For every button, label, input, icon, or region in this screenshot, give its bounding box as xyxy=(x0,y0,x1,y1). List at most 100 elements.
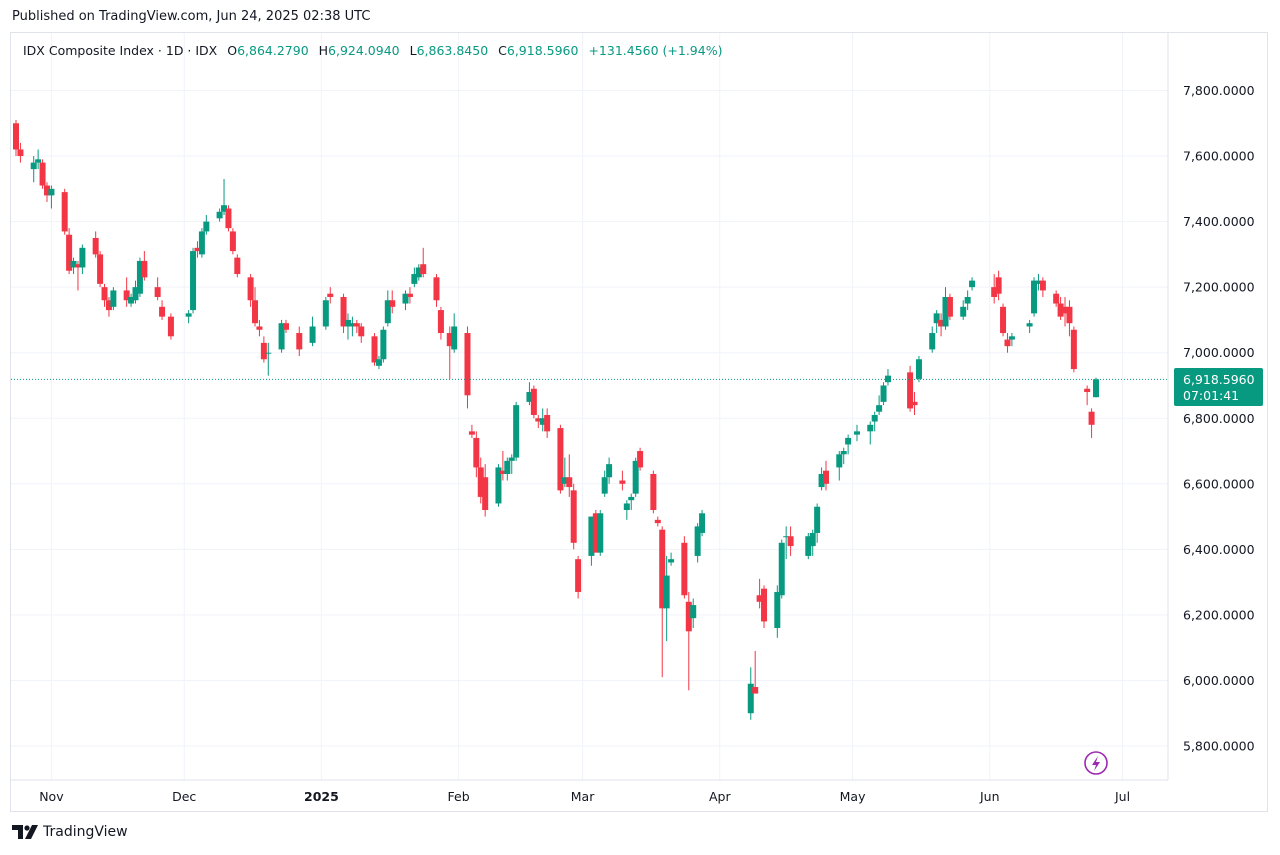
candle-down xyxy=(167,316,174,337)
candle-up xyxy=(1035,280,1042,284)
high-value: 6,924.0940 xyxy=(328,43,400,58)
candle-up xyxy=(79,247,86,268)
last-price-tag: 6,918.5960 07:01:41 xyxy=(1174,368,1263,406)
candles xyxy=(13,119,1099,720)
candle-up xyxy=(969,280,976,288)
candle-up xyxy=(539,418,546,425)
candle-up xyxy=(35,159,42,163)
candle-up xyxy=(845,437,852,445)
candle-down xyxy=(1070,329,1077,370)
price-tick-label: 7,400.0000 xyxy=(1183,214,1255,229)
candle-up xyxy=(964,296,971,304)
candle-down xyxy=(499,470,506,474)
price-tick-label: 6,800.0000 xyxy=(1183,411,1255,426)
candle-down xyxy=(1062,306,1069,314)
candle-down xyxy=(544,414,551,432)
candle-down xyxy=(685,601,692,632)
candle-up xyxy=(632,460,639,494)
candle-up xyxy=(322,300,329,327)
candle-up xyxy=(867,424,874,432)
time-axis[interactable]: Nov Dec 2025 Feb Mar Apr May Jun Jul xyxy=(11,779,1168,804)
candle-down xyxy=(823,470,829,484)
candle-down xyxy=(101,287,108,301)
candle-up xyxy=(221,205,228,212)
high-label: H xyxy=(318,43,329,58)
candle-up xyxy=(526,392,533,402)
time-tick-label: Dec xyxy=(172,789,196,804)
time-tick-label: Nov xyxy=(39,789,64,804)
candle-up xyxy=(814,506,821,533)
candle-down xyxy=(761,588,768,622)
candle-down xyxy=(468,431,475,435)
candle-down xyxy=(123,290,130,301)
lightning-icon xyxy=(1092,756,1100,771)
price-tick-label: 6,200.0000 xyxy=(1183,607,1255,622)
price-tick-label: 7,000.0000 xyxy=(1183,345,1255,360)
candle-up xyxy=(344,319,351,327)
candle-up xyxy=(349,323,356,327)
candle-down xyxy=(154,287,161,297)
candle-down xyxy=(105,300,112,311)
candle-down xyxy=(283,323,289,330)
close-value: 6,918.5960 xyxy=(506,43,579,58)
candle-up xyxy=(663,575,670,609)
candle-up xyxy=(668,559,675,563)
candle-up xyxy=(375,359,382,366)
candle-down xyxy=(194,247,201,252)
candle-down xyxy=(1088,411,1095,425)
candle-up xyxy=(876,405,883,412)
open-label: O xyxy=(227,43,238,58)
candle-down xyxy=(619,480,626,484)
candle-down xyxy=(225,208,232,229)
price-tick-label: 5,800.0000 xyxy=(1183,739,1255,754)
candle-up xyxy=(929,333,936,350)
candle-up xyxy=(136,260,143,294)
candle-down xyxy=(1039,280,1046,291)
candle-down xyxy=(92,237,99,255)
candle-up xyxy=(606,464,613,478)
candle-up xyxy=(628,496,635,501)
candle-up xyxy=(623,503,630,511)
tradingview-brand-text: TradingView xyxy=(43,824,128,840)
candle-down xyxy=(752,687,759,694)
candle-up xyxy=(451,326,458,350)
candle-up xyxy=(694,526,701,556)
candle-up xyxy=(1008,336,1015,340)
candle-up xyxy=(278,323,285,350)
candle-down xyxy=(659,529,666,609)
candle-up xyxy=(747,683,754,714)
tradingview-branding[interactable]: TradingView xyxy=(12,824,128,840)
candle-up xyxy=(809,532,816,547)
candle-up xyxy=(495,467,502,504)
candle-down xyxy=(39,162,46,186)
candle-up xyxy=(415,267,422,278)
candle-up xyxy=(513,405,520,458)
price-tick-label: 6,400.0000 xyxy=(1183,542,1255,557)
candle-up xyxy=(216,211,223,219)
last-price-tag-bg xyxy=(1174,368,1263,406)
published-caption: Published on TradingView.com, Jun 24, 20… xyxy=(12,9,371,24)
low-label: L xyxy=(409,43,417,58)
candle-down xyxy=(446,333,453,347)
candle-down xyxy=(17,149,24,157)
candle-down xyxy=(482,477,489,511)
price-tick-label: 6,000.0000 xyxy=(1183,673,1255,688)
flash-button[interactable] xyxy=(1084,751,1108,775)
candle-down xyxy=(406,293,413,297)
candle-up xyxy=(871,414,878,422)
candle-up xyxy=(960,306,967,317)
candle-up xyxy=(597,513,604,553)
time-tick-label: 2025 xyxy=(304,789,339,804)
candle-up xyxy=(836,454,843,468)
candle-up xyxy=(402,293,409,304)
symbol-name[interactable]: IDX Composite Index · 1D · IDX xyxy=(23,43,218,58)
candle-up xyxy=(185,313,192,317)
candle-down xyxy=(787,536,794,547)
candle-down xyxy=(530,388,537,415)
chart-pane[interactable] xyxy=(10,32,1268,812)
candle-down xyxy=(66,234,73,271)
candle-down xyxy=(159,306,166,317)
candle-up xyxy=(880,385,887,402)
price-axis[interactable]: 5,800.0000 6,000.0000 6,200.0000 6,400.0000… xyxy=(1167,33,1255,780)
